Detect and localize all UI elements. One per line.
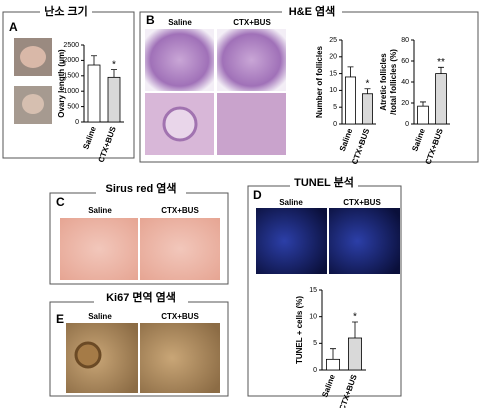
he-image xyxy=(217,29,286,91)
sirus-image xyxy=(60,218,138,280)
significance: ** xyxy=(437,57,445,68)
bar xyxy=(417,105,429,125)
ovary xyxy=(22,94,44,114)
y-axis-label: Number of follicles xyxy=(315,45,324,118)
y-axis-label: TUNEL + cells (%) xyxy=(295,296,304,364)
image-label: CTX+BUS xyxy=(233,18,271,27)
title-bg xyxy=(94,292,188,304)
image-label: CTX+BUS xyxy=(343,198,381,207)
y-tick-label: 1500 xyxy=(63,73,79,80)
bar xyxy=(435,73,447,125)
y-tick-label: 5 xyxy=(313,340,317,347)
bar xyxy=(361,93,373,125)
y-tick-label: 20 xyxy=(329,54,337,61)
he-image xyxy=(145,29,214,91)
error-bar xyxy=(364,88,371,94)
x-tick-label: Saline xyxy=(320,373,337,399)
error-bar xyxy=(330,348,336,360)
error-bar xyxy=(438,66,444,74)
x-tick-label: Saline xyxy=(410,127,427,153)
bar xyxy=(347,337,362,371)
x-tick-label: Saline xyxy=(338,127,355,153)
y-axis-label: /total follicles (%) xyxy=(389,49,398,115)
y-tick-label: 1000 xyxy=(63,88,79,95)
bar xyxy=(107,76,121,123)
follicle xyxy=(162,106,198,142)
x-tick-label: Saline xyxy=(81,125,98,151)
panel-letter: C xyxy=(56,195,65,209)
bar xyxy=(325,358,340,371)
image-label: Saline xyxy=(88,206,112,215)
panel-title: H&E 염색 xyxy=(289,4,336,18)
tunel-image xyxy=(256,208,327,274)
y-tick-label: 80 xyxy=(401,37,409,44)
bar xyxy=(344,76,356,125)
panel-letter: D xyxy=(253,188,262,202)
image-label: Saline xyxy=(88,312,112,321)
bar xyxy=(87,64,101,123)
error-bar xyxy=(91,55,97,66)
image-label: CTX+BUS xyxy=(161,312,199,321)
image-label: CTX+BUS xyxy=(161,206,199,215)
y-tick-label: 0 xyxy=(333,121,337,128)
y-axis-label: Ovary length (μm) xyxy=(57,49,66,118)
y-tick-label: 15 xyxy=(309,287,317,294)
panel-letter: E xyxy=(56,312,64,326)
panel-letter: A xyxy=(9,20,18,34)
y-tick-label: 0 xyxy=(313,367,317,374)
image-label: Saline xyxy=(279,198,303,207)
error-bar xyxy=(352,321,358,338)
panel-title: Ki67 면역 염색 xyxy=(106,290,176,304)
ovary xyxy=(20,46,46,68)
y-tick-label: 0 xyxy=(405,121,409,128)
y-tick-label: 15 xyxy=(329,70,337,77)
y-tick-label: 10 xyxy=(329,87,337,94)
error-bar xyxy=(347,66,354,77)
ki67-image xyxy=(140,323,220,393)
significance: * xyxy=(353,312,357,323)
x-tick-label: CTX+BUS xyxy=(424,127,446,166)
panel-title: 난소 크기 xyxy=(44,4,88,18)
title-bg xyxy=(96,187,186,199)
title-bg xyxy=(40,6,92,18)
title-bg xyxy=(290,177,358,189)
y-axis-label: Atretic follicles xyxy=(379,53,388,111)
y-tick-label: 40 xyxy=(401,79,409,86)
y-tick-label: 2500 xyxy=(63,42,79,49)
y-tick-label: 10 xyxy=(309,314,317,321)
panel-title: Sirus red 염색 xyxy=(106,181,177,195)
title-bg xyxy=(282,6,342,18)
y-tick-label: 0 xyxy=(75,119,79,126)
follicle xyxy=(74,341,102,369)
sirus-image xyxy=(140,218,220,280)
y-tick-label: 25 xyxy=(329,37,337,44)
significance: * xyxy=(112,59,116,70)
x-tick-label: CTX+BUS xyxy=(338,373,360,408)
image-label: Saline xyxy=(168,18,192,27)
he-image xyxy=(217,93,286,155)
error-bar xyxy=(111,69,117,78)
y-tick-label: 60 xyxy=(401,58,409,65)
y-tick-label: 500 xyxy=(67,103,79,110)
y-tick-label: 2000 xyxy=(63,57,79,64)
y-tick-label: 5 xyxy=(333,104,337,111)
error-bar xyxy=(420,101,426,107)
tunel-image xyxy=(329,208,400,274)
y-tick-label: 20 xyxy=(401,100,409,107)
panel-title: TUNEL 분석 xyxy=(294,175,354,189)
panel-letter: B xyxy=(146,13,155,27)
significance: * xyxy=(366,78,370,89)
